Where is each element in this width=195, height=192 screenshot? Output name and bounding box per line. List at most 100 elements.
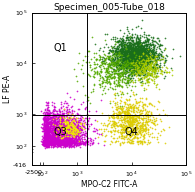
- Point: [162, 127, 165, 130]
- Point: [118, 43, 121, 46]
- Point: [54, 125, 57, 128]
- Point: [121, 52, 124, 55]
- Point: [143, 66, 146, 69]
- Point: [132, 59, 136, 62]
- Point: [61, 122, 65, 125]
- Point: [137, 56, 140, 59]
- Point: [140, 69, 143, 72]
- Point: [60, 130, 63, 133]
- Point: [45, 144, 49, 147]
- Point: [152, 47, 155, 50]
- Point: [66, 140, 69, 143]
- Point: [65, 129, 68, 132]
- Point: [48, 130, 51, 133]
- Point: [133, 59, 136, 62]
- Point: [143, 74, 146, 77]
- Point: [54, 121, 57, 124]
- Point: [69, 121, 73, 124]
- Point: [128, 50, 131, 54]
- Point: [137, 49, 140, 52]
- Point: [131, 60, 135, 63]
- Point: [142, 52, 145, 55]
- Point: [47, 140, 50, 143]
- Point: [133, 64, 136, 67]
- Point: [120, 131, 123, 134]
- Point: [54, 137, 58, 141]
- Point: [54, 142, 57, 146]
- Point: [135, 48, 138, 51]
- Point: [141, 140, 144, 143]
- Point: [43, 142, 46, 145]
- Point: [60, 130, 63, 133]
- Point: [128, 57, 131, 60]
- Point: [42, 144, 45, 147]
- Point: [134, 56, 137, 60]
- Point: [134, 62, 137, 65]
- Point: [55, 127, 58, 130]
- Point: [150, 72, 153, 75]
- Point: [152, 66, 155, 69]
- Point: [129, 105, 132, 108]
- Point: [151, 68, 154, 71]
- Point: [102, 45, 105, 48]
- Point: [74, 136, 77, 139]
- Point: [52, 141, 55, 144]
- Point: [75, 116, 79, 119]
- Point: [136, 56, 139, 59]
- Point: [135, 55, 138, 58]
- Point: [51, 122, 54, 125]
- Point: [68, 121, 72, 124]
- Point: [66, 126, 69, 129]
- Point: [127, 55, 130, 58]
- Point: [61, 119, 65, 122]
- Point: [47, 135, 50, 138]
- Point: [54, 130, 58, 133]
- Point: [127, 118, 130, 121]
- Point: [122, 63, 125, 66]
- Point: [114, 50, 117, 53]
- Point: [66, 126, 69, 129]
- Point: [109, 73, 112, 76]
- Point: [76, 141, 79, 144]
- Point: [53, 134, 56, 137]
- Point: [64, 135, 67, 138]
- Point: [50, 139, 53, 142]
- Point: [118, 114, 121, 117]
- Point: [112, 65, 115, 68]
- Point: [113, 116, 116, 119]
- Point: [145, 50, 148, 53]
- Point: [61, 116, 64, 119]
- Point: [55, 135, 58, 138]
- Point: [63, 137, 66, 140]
- Point: [151, 121, 154, 124]
- Point: [144, 40, 147, 43]
- Point: [121, 47, 124, 50]
- Point: [47, 142, 50, 145]
- Point: [107, 67, 110, 70]
- Point: [62, 140, 65, 143]
- Point: [132, 40, 135, 43]
- Point: [102, 80, 105, 83]
- Point: [126, 45, 129, 48]
- Point: [154, 43, 157, 46]
- Point: [129, 59, 132, 62]
- Point: [73, 120, 76, 123]
- Point: [146, 56, 149, 59]
- Point: [131, 65, 134, 68]
- Point: [138, 46, 141, 49]
- Point: [45, 133, 48, 137]
- Point: [73, 145, 76, 148]
- Point: [68, 143, 72, 146]
- Point: [63, 145, 66, 148]
- Point: [74, 139, 77, 142]
- Point: [67, 133, 70, 136]
- Point: [106, 74, 109, 78]
- Point: [73, 132, 76, 135]
- Point: [55, 109, 58, 112]
- Point: [138, 71, 141, 74]
- Point: [55, 130, 58, 133]
- Point: [105, 66, 108, 70]
- Point: [120, 50, 123, 53]
- Point: [136, 65, 139, 68]
- Point: [135, 123, 138, 127]
